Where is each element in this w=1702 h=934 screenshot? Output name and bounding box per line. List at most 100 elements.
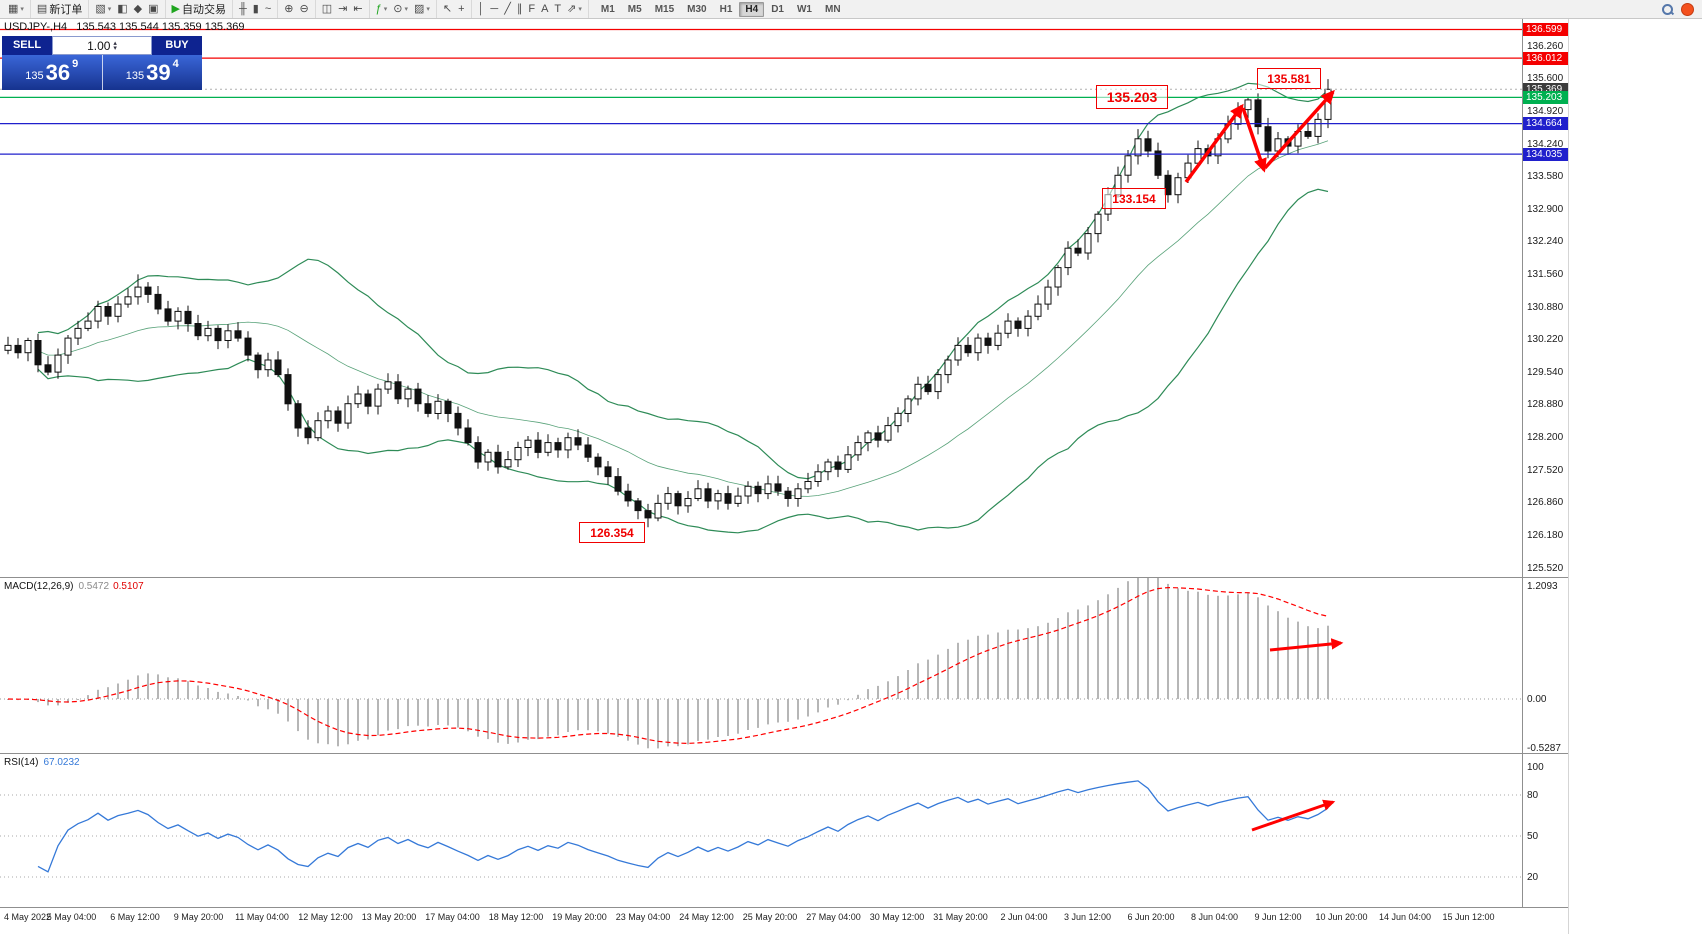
macd-chart[interactable] (0, 578, 1522, 753)
candle[interactable] (484, 449, 492, 471)
candle[interactable] (654, 494, 662, 522)
candle[interactable] (1084, 227, 1092, 260)
candle[interactable] (464, 419, 472, 446)
time-axis[interactable]: 4 May 2022 5 May 04:00 6 May 12:00 9 May 20… (0, 908, 1568, 934)
timeframe-m5-button[interactable]: M5 (627, 3, 642, 15)
volume-decrease-button[interactable]: ▾ (113, 44, 117, 52)
candle[interactable] (414, 382, 422, 412)
candle[interactable] (884, 416, 892, 443)
candle[interactable] (694, 480, 702, 502)
candle[interactable] (344, 395, 352, 429)
candle[interactable] (1054, 264, 1062, 296)
timeframe-h1-button[interactable]: H1 (719, 3, 733, 15)
candle[interactable] (1034, 295, 1042, 321)
candle[interactable] (1014, 317, 1022, 337)
profiles-button[interactable]: ▧ ▾ (92, 1, 114, 18)
candle[interactable] (814, 464, 822, 487)
zoom-out-button[interactable]: ⊖ (297, 1, 312, 18)
zoom-in-button[interactable]: ⊕ (281, 1, 296, 18)
candle[interactable] (504, 451, 512, 470)
sell-button[interactable]: SELL (2, 36, 52, 55)
candle[interactable] (714, 489, 722, 510)
candle[interactable] (934, 369, 942, 400)
candle[interactable] (874, 425, 882, 448)
timeframe-m1-button[interactable]: M1 (600, 3, 615, 15)
candle[interactable] (764, 475, 772, 500)
candle[interactable] (144, 282, 152, 303)
chart-bars-button[interactable]: ╫ (236, 1, 250, 18)
candle[interactable] (544, 434, 552, 457)
candle[interactable] (1044, 279, 1052, 310)
candle[interactable] (204, 320, 212, 342)
arrow-objects-button[interactable]: ⇗ ▾ (564, 1, 585, 18)
candle[interactable] (514, 441, 522, 467)
chart-annotation[interactable]: 135.581 (1257, 68, 1321, 89)
new-chart-button[interactable]: ▦ ▾ (5, 1, 27, 18)
candle[interactable] (384, 373, 392, 394)
candle[interactable] (324, 405, 332, 429)
candle[interactable] (14, 338, 22, 359)
candle[interactable] (1314, 113, 1322, 144)
equidistant-channel-button[interactable]: ∥ (514, 1, 526, 18)
macd-trend-arrow[interactable] (1269, 638, 1344, 652)
candle[interactable] (944, 355, 952, 384)
candle[interactable] (754, 481, 762, 503)
trend-arrow[interactable] (1241, 107, 1267, 173)
chart-candles-button[interactable]: ▮ (250, 1, 262, 18)
candle[interactable] (214, 325, 222, 350)
volume-increase-button[interactable]: ▴ (113, 39, 117, 47)
terminal-button[interactable]: ▣ (145, 1, 161, 18)
candle[interactable] (784, 487, 792, 507)
candle[interactable] (244, 331, 252, 362)
candle[interactable] (524, 436, 532, 457)
candle[interactable] (604, 461, 612, 485)
trendline-button[interactable]: ╱ (501, 1, 514, 18)
candle[interactable] (1024, 310, 1032, 337)
candle[interactable] (354, 385, 362, 408)
candle[interactable] (634, 498, 642, 520)
candle[interactable] (34, 333, 42, 373)
candle[interactable] (1074, 239, 1082, 257)
candle[interactable] (84, 312, 92, 332)
panel-separator[interactable] (0, 907, 1568, 908)
candle[interactable] (4, 336, 12, 355)
candle[interactable] (914, 376, 922, 406)
candle[interactable] (224, 324, 232, 349)
candle[interactable] (994, 324, 1002, 351)
candle[interactable] (894, 407, 902, 433)
chart-annotation[interactable]: 126.354 (579, 522, 645, 543)
candle[interactable] (1004, 313, 1012, 339)
candle[interactable] (314, 412, 322, 442)
periods-button[interactable]: ⊙ ▾ (390, 1, 411, 18)
panel-separator[interactable] (0, 753, 1568, 754)
candle[interactable] (374, 383, 382, 415)
volume-input[interactable]: 1.00 ▴ ▾ (52, 36, 152, 55)
candle[interactable] (734, 487, 742, 507)
trend-arrow[interactable] (1263, 89, 1335, 170)
price-axis[interactable]: 136.260 135.600 134.920 134.240 133.580 132.9… (1523, 19, 1568, 577)
candle[interactable] (94, 300, 102, 329)
candle[interactable] (584, 437, 592, 462)
timeframe-d1-button[interactable]: D1 (771, 3, 784, 15)
search-icon[interactable] (1661, 3, 1674, 16)
candle[interactable] (304, 420, 312, 445)
buy-button[interactable]: BUY (152, 36, 202, 55)
candle[interactable] (864, 430, 872, 452)
candle[interactable] (854, 435, 862, 461)
candle[interactable] (924, 375, 932, 395)
candle[interactable] (24, 337, 32, 362)
candle[interactable] (404, 385, 412, 408)
candle[interactable] (174, 307, 182, 330)
candle[interactable] (664, 486, 672, 510)
candle[interactable] (494, 444, 502, 474)
candle[interactable] (64, 335, 72, 364)
tile-windows-button[interactable]: ◫ (319, 1, 335, 18)
candle[interactable] (364, 389, 372, 415)
candle[interactable] (1144, 130, 1152, 158)
candle[interactable] (1254, 93, 1262, 135)
candle[interactable] (474, 436, 482, 469)
candle[interactable] (614, 468, 622, 496)
candle[interactable] (574, 429, 582, 451)
candle[interactable] (974, 333, 982, 361)
timeframe-m15-button[interactable]: M15 (654, 3, 675, 15)
